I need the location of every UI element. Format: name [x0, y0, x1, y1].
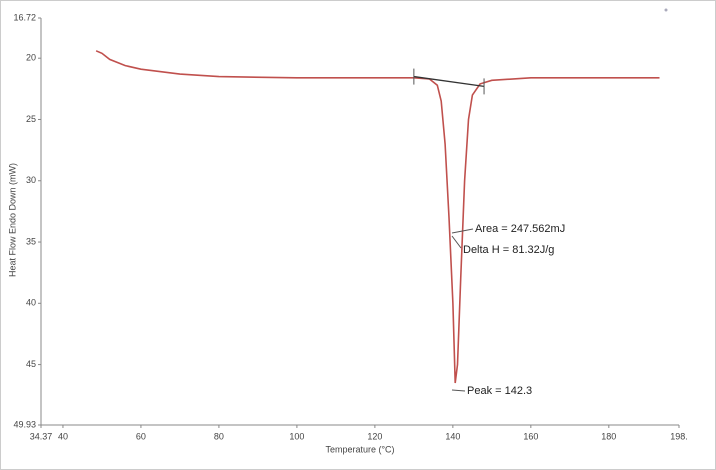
annotation: Area = 247.562mJ: [475, 223, 565, 235]
y-axis-label: Heat Flow Endo Down (mW): [7, 163, 17, 277]
x-tick-label: 40: [58, 431, 68, 441]
y-tick-label: 30: [26, 175, 36, 185]
annotation: Delta H = 81.32J/g: [463, 244, 554, 256]
x-tick-label: 100: [289, 431, 304, 441]
x-tick-label: 160: [523, 431, 538, 441]
x-tick-label: 198.: [670, 431, 688, 441]
y-tick-label: 35: [26, 236, 36, 246]
x-tick-label: 60: [136, 431, 146, 441]
x-tick-label: 80: [214, 431, 224, 441]
x-tick-label: 140: [445, 431, 460, 441]
y-tick-label: 16.72: [13, 12, 36, 22]
line: [95, 50, 660, 384]
y-tick-label: 20: [26, 53, 36, 63]
x-axis-label: Temperature (°C): [325, 444, 394, 454]
annotation: Peak = 142.3: [467, 385, 532, 397]
x-tick-label: 120: [367, 431, 382, 441]
baseline: [413, 75, 485, 88]
x-tick-label: 180: [601, 431, 616, 441]
x-tick-label: 34.37: [30, 431, 53, 441]
y-tick-label: 49.93: [13, 419, 36, 429]
annotation-leader: [451, 235, 462, 249]
annotation-leader: [451, 389, 466, 392]
y-tick-label: 25: [26, 114, 36, 124]
y-tick-label: 45: [26, 359, 36, 369]
annotation-leader: [451, 228, 474, 234]
y-tick-label: 40: [26, 298, 36, 308]
dot: [664, 8, 668, 12]
